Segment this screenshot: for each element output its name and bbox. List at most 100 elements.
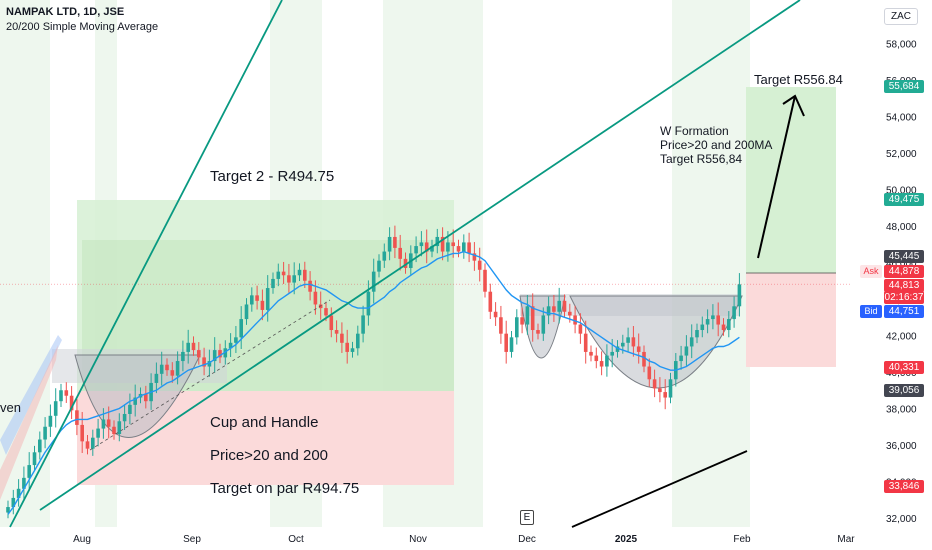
candle-body [711, 315, 715, 320]
candle-body [568, 311, 572, 316]
candle-body [75, 410, 79, 425]
target-par-label: Target on par R494.75 [210, 480, 360, 497]
candle-body [218, 350, 222, 358]
candle-body [382, 251, 387, 261]
candle-body [16, 488, 21, 498]
candle-body [462, 242, 466, 252]
candle-body [361, 315, 365, 334]
w-formation-line-3: Target R556,84 [660, 152, 743, 166]
w-formation-line-2: Price>20 and 200MA [660, 138, 773, 152]
lower-trendline [571, 450, 748, 528]
candle-body [133, 397, 137, 405]
candle-body [297, 269, 302, 276]
candle-body [689, 337, 694, 347]
candle-body [430, 246, 434, 252]
candle-body [488, 291, 493, 312]
candle-body [43, 426, 47, 440]
candle-body [626, 337, 630, 343]
candle-body [546, 306, 551, 316]
candle-body [234, 337, 238, 343]
candle-body [700, 324, 705, 331]
candle-body [705, 319, 710, 325]
candle-body [202, 357, 206, 367]
candle-body [239, 319, 243, 338]
candle-body [181, 351, 185, 362]
candle-body [106, 419, 111, 427]
candle-body [419, 242, 424, 247]
candle-body [96, 428, 100, 438]
candle-body [658, 388, 662, 393]
candle-body [499, 317, 503, 334]
candle-body [472, 253, 477, 261]
badge-45445: 45,445 [884, 250, 924, 263]
candle-body [350, 348, 355, 352]
candle-body [642, 351, 646, 367]
target-top-label: Target R556.84 [754, 72, 843, 87]
candle-body [562, 300, 567, 312]
y-tick-label: 42,000 [886, 332, 917, 343]
candle-body [652, 379, 657, 389]
candle-body [329, 315, 334, 331]
candle-body [85, 441, 90, 449]
y-tick-label: 36,000 [886, 441, 917, 452]
candle-body [456, 246, 461, 252]
candle-body [573, 315, 577, 325]
candle-body [366, 291, 371, 316]
rising-trendline [39, 0, 801, 511]
symbol-title: NAMPAK LTD, 1D, JSE [6, 6, 125, 18]
candle-body [197, 350, 201, 358]
ask-label: Ask [860, 265, 882, 278]
y-tick-label: 38,000 [886, 405, 917, 416]
candle-body [477, 260, 482, 270]
candle-body [265, 288, 270, 310]
candle-body [483, 269, 487, 292]
candle-body [276, 271, 281, 279]
candle-body [435, 236, 440, 247]
candle-body [467, 242, 471, 254]
candle-body [356, 333, 360, 349]
currency-button[interactable]: ZAC [884, 8, 918, 25]
candle-body [212, 350, 217, 362]
candle-body [504, 333, 508, 352]
candle-body [80, 424, 84, 442]
candle-body [557, 300, 561, 312]
candle-body [334, 330, 339, 334]
candle-body [191, 342, 196, 351]
y-tick-label: 52,000 [886, 149, 917, 160]
candle-body [371, 271, 376, 292]
candle-body [38, 439, 42, 453]
candle-body [668, 379, 673, 398]
candle-body [684, 346, 689, 356]
x-tick-label: Feb [733, 534, 751, 545]
candle-body [313, 291, 318, 305]
earnings-marker[interactable]: E [520, 510, 534, 525]
candle-body [101, 419, 106, 429]
candle-body [165, 364, 169, 371]
candle-body [22, 477, 26, 489]
indicator-label: 20/200 Simple Moving Average [6, 21, 159, 33]
candle-body [621, 342, 625, 347]
candle-body [292, 275, 296, 283]
candle-body [32, 452, 37, 466]
candle-body [509, 337, 514, 352]
candle-body [647, 366, 652, 380]
candle-body [610, 351, 614, 356]
candle-body [154, 373, 159, 383]
candle-body [64, 390, 69, 396]
candle-body [377, 260, 381, 272]
stop-zone-right [746, 273, 836, 367]
candle-body [250, 295, 254, 305]
candle-body [122, 413, 127, 422]
candle-body [515, 317, 519, 338]
sma20-line [7, 250, 740, 515]
candle-body [605, 355, 609, 367]
session-band [672, 0, 750, 527]
candle-body [255, 295, 259, 301]
candle-body [228, 342, 233, 349]
candle-body [308, 280, 312, 292]
y-tick-label: 48,000 [886, 222, 917, 233]
badge-39056: 39,056 [884, 384, 924, 397]
badge-ask: 44,878 [884, 265, 924, 278]
candle-body [144, 393, 148, 402]
